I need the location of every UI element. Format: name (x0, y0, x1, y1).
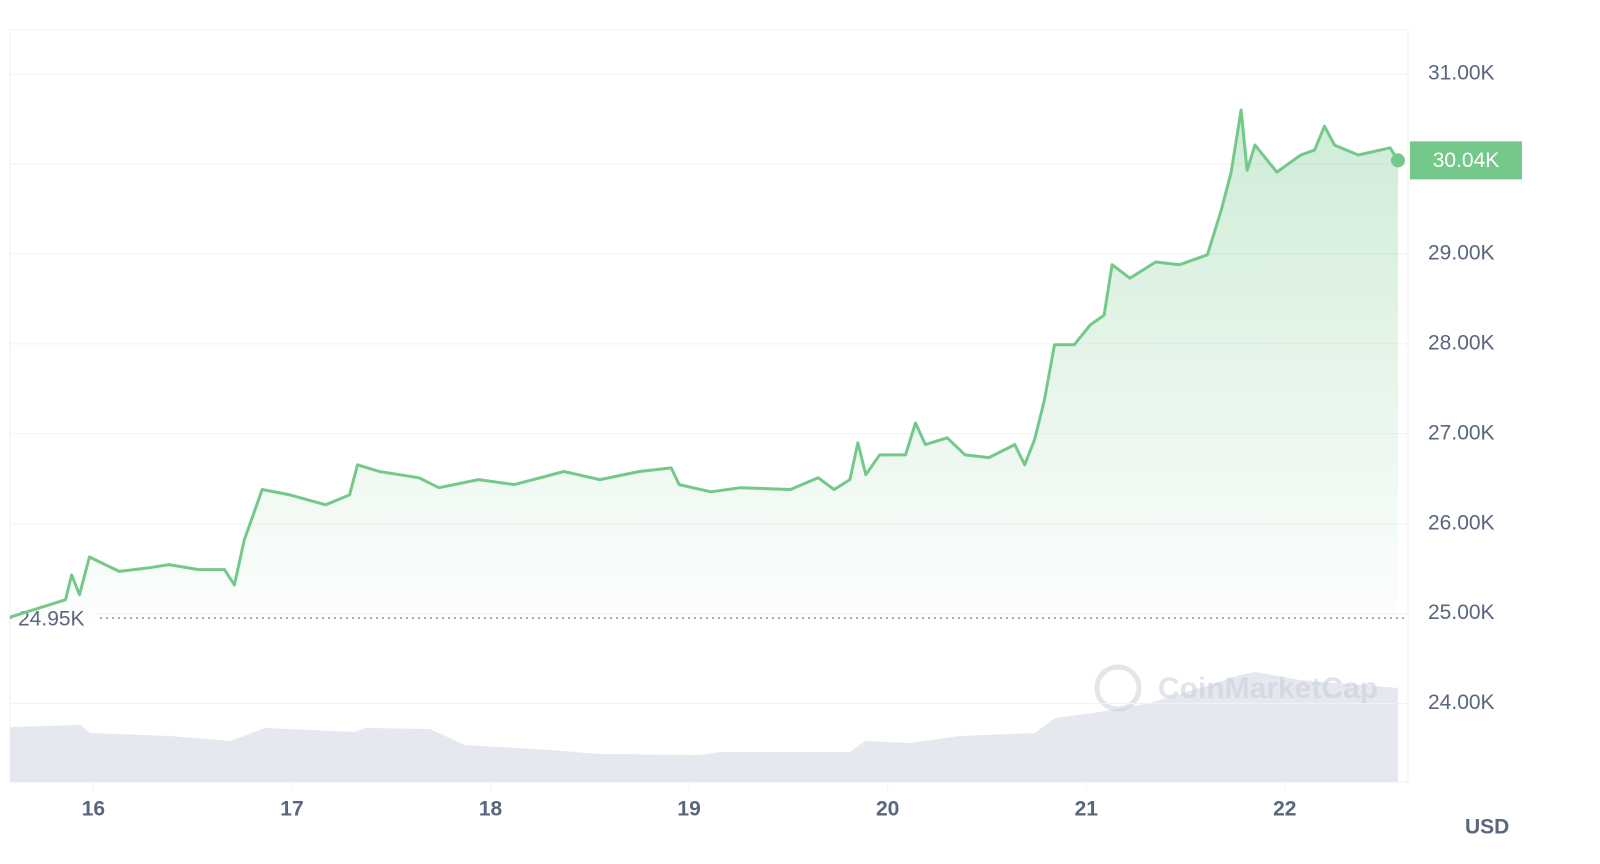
x-tick-label: 20 (876, 798, 899, 821)
last-price-badge (1410, 141, 1522, 180)
y-tick-label: 24.00K (1428, 691, 1495, 714)
last-price-label: 30.04K (1433, 149, 1500, 172)
y-tick-label: 26.00K (1428, 511, 1495, 534)
last-point (1391, 153, 1405, 168)
volume-background (10, 672, 1398, 782)
watermark: CoinMarketCap (1094, 664, 1378, 712)
currency-label: USD (1465, 816, 1509, 839)
x-tick-label: 18 (479, 798, 503, 821)
x-tick-label: 21 (1075, 798, 1099, 821)
y-tick-label: 29.00K (1428, 241, 1495, 264)
area-fill (10, 110, 1398, 619)
x-tick-label: 16 (82, 798, 105, 821)
watermark-text: CoinMarketCap (1158, 672, 1378, 705)
y-tick-label: 31.00K (1428, 62, 1495, 85)
price-line (9, 108, 1400, 619)
x-tick-label: 19 (677, 798, 700, 821)
y-tick-label: 25.00K (1428, 601, 1495, 624)
x-tick-label: 17 (280, 798, 303, 821)
x-tick-label: 22 (1273, 798, 1296, 821)
y-tick-label: 28.00K (1428, 331, 1495, 354)
y-tick-label: 27.00K (1428, 421, 1495, 444)
